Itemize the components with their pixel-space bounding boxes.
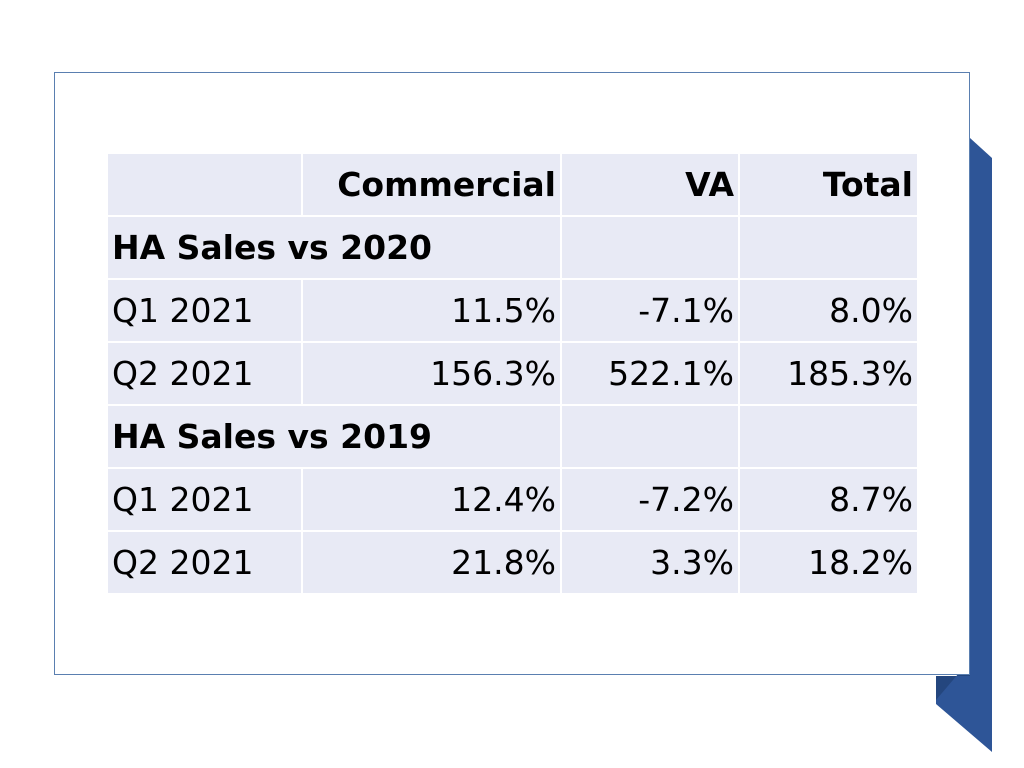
total-value: 8.7% xyxy=(738,467,919,532)
va-value: -7.2% xyxy=(560,467,740,532)
row-label: Q2 2021 xyxy=(106,530,303,595)
total-value: 185.3% xyxy=(738,341,919,406)
header-va: VA xyxy=(560,152,740,217)
header-total: Total xyxy=(738,152,919,217)
header-row: Commercial VA Total xyxy=(106,152,919,217)
va-value: -7.1% xyxy=(560,278,740,343)
table-row: Q2 2021 156.3% 522.1% 185.3% xyxy=(106,341,919,406)
total-value: 18.2% xyxy=(738,530,919,595)
empty-cell xyxy=(560,215,740,280)
commercial-value: 21.8% xyxy=(301,530,562,595)
commercial-value: 11.5% xyxy=(301,278,562,343)
va-value: 3.3% xyxy=(560,530,740,595)
header-empty-cell xyxy=(106,152,303,217)
row-label: Q1 2021 xyxy=(106,278,303,343)
commercial-value: 12.4% xyxy=(301,467,562,532)
table-row: Q2 2021 21.8% 3.3% 18.2% xyxy=(106,530,919,595)
empty-cell xyxy=(738,404,919,469)
va-value: 522.1% xyxy=(560,341,740,406)
table-row: Q1 2021 12.4% -7.2% 8.7% xyxy=(106,467,919,532)
empty-cell xyxy=(560,404,740,469)
row-label: Q2 2021 xyxy=(106,341,303,406)
row-label: Q1 2021 xyxy=(106,467,303,532)
sales-table: Commercial VA Total HA Sales vs 2020 Q1 … xyxy=(106,152,919,595)
header-commercial: Commercial xyxy=(301,152,562,217)
empty-cell xyxy=(738,215,919,280)
section-row: HA Sales vs 2019 xyxy=(106,404,919,469)
section-title: HA Sales vs 2020 xyxy=(106,215,562,280)
section-row: HA Sales vs 2020 xyxy=(106,215,919,280)
ribbon-band xyxy=(936,138,992,752)
table-row: Q1 2021 11.5% -7.1% 8.0% xyxy=(106,278,919,343)
commercial-value: 156.3% xyxy=(301,341,562,406)
section-title: HA Sales vs 2019 xyxy=(106,404,562,469)
total-value: 8.0% xyxy=(738,278,919,343)
